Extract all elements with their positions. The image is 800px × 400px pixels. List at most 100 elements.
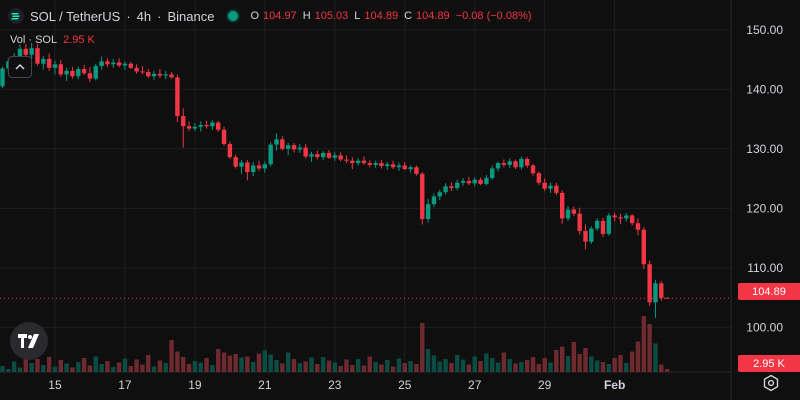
candle-body [525, 158, 530, 166]
volume-bar [583, 348, 588, 372]
candle-body [507, 161, 512, 165]
settings-icon[interactable] [762, 374, 780, 392]
volume-bar [659, 364, 664, 372]
candle-body [571, 209, 577, 214]
low-label: L [354, 10, 361, 22]
tradingview-logo[interactable] [10, 322, 48, 360]
low-value: 104.89 [364, 10, 399, 22]
x-tick-label: 29 [538, 378, 552, 392]
volume-bar [128, 366, 133, 372]
candle-body [256, 165, 262, 169]
collapse-legend-button[interactable] [8, 56, 32, 78]
volume-bar [425, 349, 431, 372]
candle-body [641, 229, 646, 265]
volume-bar [326, 360, 332, 372]
candle-body [46, 58, 52, 68]
volume-bar [495, 362, 501, 372]
volume-bar [169, 340, 174, 372]
market-status-icon[interactable] [228, 11, 239, 21]
candle-body [519, 158, 524, 168]
volume-bar [245, 356, 250, 372]
volume-bar [70, 367, 75, 372]
volume-bar [507, 359, 512, 372]
x-tick-label: 15 [48, 378, 62, 392]
volume-bar [181, 357, 186, 372]
x-tick-label: 17 [118, 378, 132, 392]
candle-body [594, 220, 600, 229]
candle-body [151, 73, 157, 77]
volume-bar [46, 357, 52, 372]
volume-bar [105, 361, 110, 372]
volume-bar [361, 365, 367, 372]
candle-body [280, 139, 285, 149]
volume-bar [175, 351, 180, 372]
y-tick-label: 130.00 [746, 142, 783, 156]
volume-bar [157, 360, 163, 372]
volume-bar [41, 365, 46, 372]
candle-body [315, 154, 320, 158]
volume-bar [320, 357, 326, 372]
volume-bar [11, 361, 17, 372]
candle-body [495, 163, 501, 169]
candle-body [122, 63, 128, 66]
volume-bar [373, 362, 378, 372]
candle-body [425, 204, 431, 220]
candle-body [379, 163, 384, 167]
candle-body [624, 215, 629, 219]
candle-body [250, 165, 256, 173]
symbol-name[interactable]: SOL / TetherUS [30, 8, 121, 24]
volume-bar [390, 366, 396, 372]
candle-body [583, 230, 588, 242]
tradingview-logo-icon [18, 334, 39, 348]
volume-bar [146, 355, 151, 372]
candle-body [373, 163, 378, 165]
change-value: −0.08 (−0.08%) [455, 10, 532, 22]
volume-bar [612, 358, 617, 372]
volume-bar [58, 360, 63, 372]
volume-bar [513, 363, 518, 372]
volume-bar [23, 356, 29, 372]
candle-body [245, 162, 250, 173]
volume-bar [17, 367, 23, 372]
candle-body [437, 192, 442, 197]
x-tick-label: 25 [398, 378, 412, 392]
volume-bar [291, 359, 297, 372]
volume-bar [641, 316, 646, 372]
volume-bar [624, 363, 629, 372]
volume-bar [490, 358, 495, 372]
volume-bar [186, 364, 192, 372]
x-tick-label: 27 [468, 378, 482, 392]
candle-body [274, 139, 279, 145]
candle-body [87, 73, 93, 79]
candle-body [355, 160, 361, 164]
candle-body [210, 122, 215, 127]
candle-body [449, 186, 454, 189]
candle-body [460, 180, 466, 183]
symbol-icon[interactable] [8, 8, 24, 24]
volume-bar [332, 362, 338, 372]
candle-body [303, 147, 308, 157]
exchange[interactable]: Binance [167, 8, 215, 24]
candle-body [653, 283, 658, 303]
volume-bar [577, 354, 582, 372]
volume-bar [385, 360, 390, 372]
volume-bar [76, 362, 81, 372]
volume-bar [548, 362, 553, 372]
volume-bar [525, 360, 530, 372]
volume-bar [396, 358, 402, 372]
volume-bar [565, 356, 571, 372]
interval[interactable]: 4h [136, 8, 152, 24]
volume-bar [653, 343, 658, 372]
candle-body [402, 165, 407, 170]
volume-bar [116, 362, 122, 372]
candle-body [297, 147, 303, 150]
candle-body [29, 48, 34, 55]
candle-body [35, 48, 40, 64]
volume-bar [134, 359, 139, 372]
volume-bar [589, 356, 594, 372]
candle-body [111, 62, 116, 65]
volume-bar [629, 351, 635, 372]
x-tick-label: 23 [328, 378, 342, 392]
